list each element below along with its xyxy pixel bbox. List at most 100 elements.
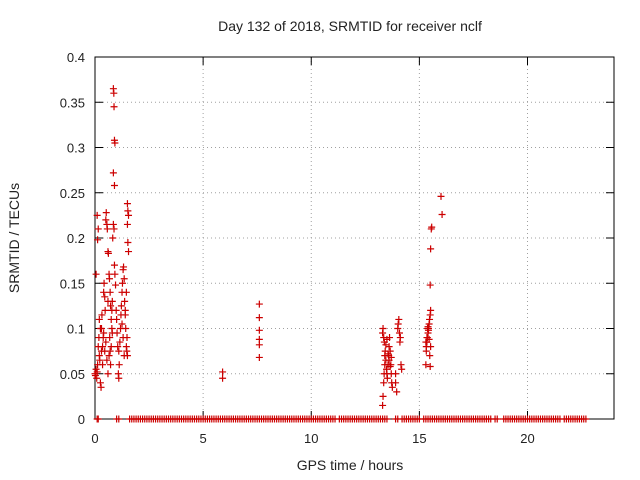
data-point [97, 347, 105, 355]
data-point [93, 211, 101, 219]
data-point [112, 306, 120, 314]
data-point [102, 216, 110, 224]
data-point [380, 379, 388, 387]
y-tick-label: 0.2 [67, 231, 85, 246]
y-tick-label: 0.15 [60, 276, 85, 291]
data-point [395, 329, 403, 337]
data-point [124, 239, 132, 247]
data-point [96, 356, 104, 364]
data-point [424, 326, 432, 334]
data-point [94, 236, 102, 244]
data-point [115, 361, 123, 369]
data-point [392, 370, 400, 378]
data-point [123, 220, 131, 228]
data-point [120, 352, 128, 360]
data-point [104, 297, 112, 305]
data-point [422, 361, 430, 369]
data-point [100, 288, 108, 296]
data-point [106, 288, 114, 296]
data-point [96, 379, 104, 387]
data-point [382, 341, 390, 349]
data-point [118, 279, 126, 287]
data-point [255, 326, 263, 334]
data-point [106, 334, 114, 342]
y-tick-label: 0.1 [67, 322, 85, 337]
data-point [426, 363, 434, 371]
data-point [103, 356, 111, 364]
data-point [438, 210, 446, 218]
data-point [255, 353, 263, 361]
data-point [121, 311, 129, 319]
data-point [105, 352, 113, 360]
data-points [91, 85, 590, 423]
y-axis-label: SRMTID / TECUs [6, 183, 22, 293]
data-point [115, 415, 123, 423]
data-point [394, 320, 402, 328]
data-point [110, 89, 118, 97]
data-point [93, 374, 101, 382]
data-point [219, 374, 227, 382]
data-point [107, 361, 115, 369]
x-tick-label: 15 [412, 431, 426, 446]
y-tick-label: 0 [78, 412, 85, 427]
data-point [118, 320, 126, 328]
data-point [94, 225, 102, 233]
data-point [100, 329, 108, 337]
data-point [493, 415, 501, 423]
data-point [121, 297, 129, 305]
data-point [113, 329, 121, 337]
data-point [388, 383, 396, 391]
data-point [109, 169, 117, 177]
data-point [385, 343, 393, 351]
data-point [387, 353, 395, 361]
data-point [101, 306, 109, 314]
data-point [102, 209, 110, 217]
data-point [379, 401, 387, 409]
data-point [111, 270, 119, 278]
data-point [100, 279, 108, 287]
data-point [110, 261, 118, 269]
data-point [427, 306, 435, 314]
axis-ticks: 0 0.05 0.1 0.15 0.2 0.25 0.3 0.35 0.4 0 5 10 15 20 [60, 50, 614, 446]
y-tick-label: 0.35 [60, 95, 85, 110]
data-point [122, 288, 130, 296]
data-point [219, 368, 227, 376]
data-point [110, 182, 118, 190]
data-point [395, 315, 403, 323]
data-point [105, 275, 113, 283]
data-point [112, 281, 120, 289]
x-tick-label: 5 [200, 431, 207, 446]
x-tick-label: 20 [520, 431, 534, 446]
data-point [120, 263, 128, 271]
data-point [122, 325, 130, 332]
x-axis-label: GPS time / hours [297, 457, 404, 473]
data-point [425, 335, 433, 343]
data-point [398, 365, 406, 373]
data-point [115, 347, 123, 355]
data-point [107, 302, 115, 310]
data-point [111, 139, 119, 147]
data-point [426, 315, 434, 323]
data-point [393, 388, 401, 396]
chart-title: Day 132 of 2018, SRMTID for receiver ncl… [218, 18, 482, 34]
data-point [94, 343, 102, 351]
data-point [123, 200, 131, 208]
data-point [116, 338, 124, 346]
data-point [124, 207, 132, 215]
data-point [427, 343, 435, 351]
x-tick-label: 10 [304, 431, 318, 446]
grid-lines [95, 57, 614, 419]
data-point [383, 335, 391, 343]
data-point [383, 415, 391, 423]
data-point [92, 270, 100, 278]
data-point [426, 352, 434, 360]
y-tick-label: 0.25 [60, 186, 85, 201]
data-point [115, 374, 123, 382]
data-point [396, 334, 404, 342]
data-point [255, 314, 263, 322]
data-point [96, 325, 104, 332]
data-point [123, 347, 131, 355]
data-point [106, 347, 114, 355]
data-point [426, 281, 434, 289]
data-point [104, 370, 112, 378]
